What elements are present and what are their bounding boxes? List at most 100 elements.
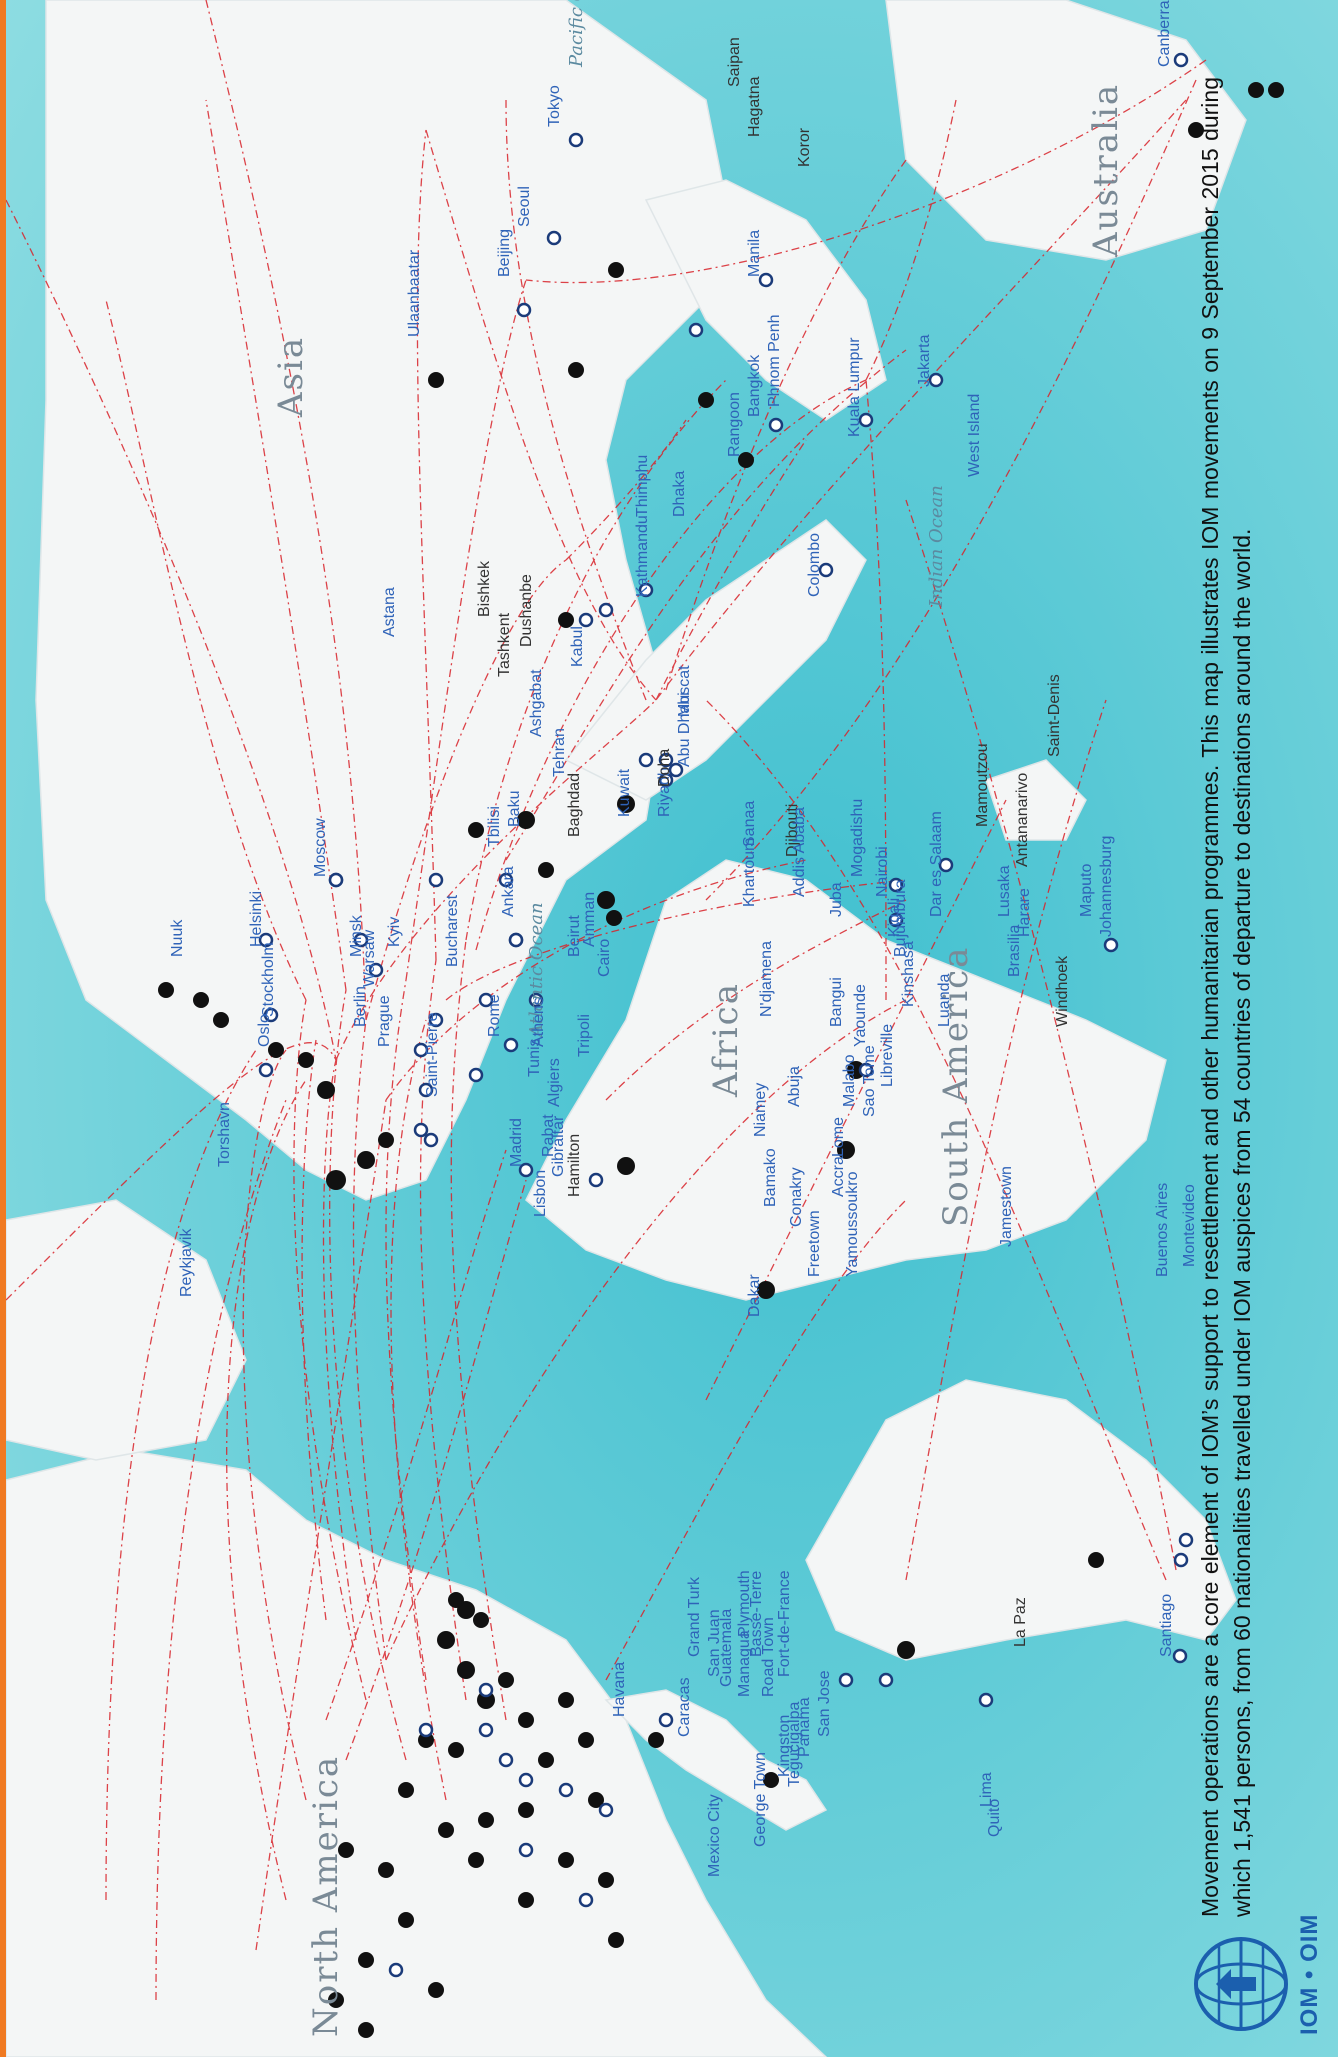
city-label: Hamilton (566, 1133, 583, 1197)
city-label: Tashkent (496, 612, 513, 677)
south-asia-land (564, 519, 867, 801)
city-label: Kuwait (616, 768, 633, 817)
city-label: West Island (966, 393, 983, 477)
city-label: Tegucigalpa (786, 1701, 803, 1787)
city-label: Freetown (806, 1210, 823, 1277)
city-label: Canberra (1156, 0, 1173, 67)
city-label: Kathmandu (634, 515, 651, 597)
map-text-layer: North America South America Africa Asia … (6, 0, 1338, 2057)
city-label: Dar es Salaam (928, 811, 945, 917)
southeast-asia-land (644, 179, 887, 421)
city-label: Lome (830, 1116, 847, 1157)
city-label: Rome (486, 994, 503, 1037)
city-label: Bishkek (476, 560, 493, 617)
city-label: Havana (611, 1661, 628, 1717)
city-label: Johannesburg (1098, 835, 1115, 937)
city-label: Moscow (312, 818, 329, 877)
city-label: Koror (796, 127, 813, 167)
city-label: Grand Turk (686, 1576, 703, 1657)
city-label: Luanda (936, 973, 953, 1027)
city-label: Niamey (752, 1082, 769, 1137)
city-label: Berlin (352, 986, 369, 1027)
city-label: Managua (736, 1630, 753, 1697)
city-label: Jamestown (998, 1166, 1015, 1247)
ocean-label-pacific: Pacific Ocean (566, 0, 587, 67)
city-label: Mexico City (706, 1794, 723, 1877)
city-label: Prague (376, 995, 393, 1047)
city-label: N'djamena (758, 941, 775, 1017)
city-label: Rangoon (726, 392, 743, 457)
city-label: Astana (381, 587, 398, 637)
accent-bar (0, 0, 6, 2057)
city-label: Ulaanbaatar (406, 249, 423, 337)
north-america-land (6, 1449, 828, 2057)
ocean-label-indian: Indian Ocean (926, 485, 947, 607)
world-map: North America South America Africa Asia … (6, 0, 1338, 2057)
city-label: Nairobi (874, 846, 891, 897)
city-label: Baghdad (566, 772, 583, 837)
city-label: Saint-Pierre (424, 1012, 441, 1097)
city-label: Conakry (788, 1167, 805, 1227)
continent-label-north-america: North America (306, 1754, 346, 2037)
map-caption: Movement operations are a core element o… (1197, 77, 1255, 1917)
greenland-land (6, 1199, 247, 1461)
city-label: Saipan (726, 37, 743, 87)
city-label: Ankara (500, 866, 517, 917)
route-lines (6, 0, 1207, 2001)
city-label: Dhaka (671, 470, 688, 517)
city-label: Tehran (551, 728, 568, 777)
iom-logo-text: IOM • OIM (1296, 1913, 1323, 2035)
city-label: Baku (506, 790, 523, 827)
city-label: Sao Tome (861, 1045, 878, 1117)
city-label: Torshavn (216, 1102, 233, 1167)
city-label: George Town (752, 1752, 769, 1847)
city-label: Lusaka (996, 865, 1013, 917)
city-label: Mamoutzou (974, 743, 991, 827)
madagascar-land (985, 759, 1087, 841)
city-label: Brasilia (1006, 924, 1023, 977)
city-label: Thimphu (634, 454, 651, 517)
city-label: Fort-de-France (776, 1570, 793, 1677)
city-label: Manila (746, 229, 763, 277)
city-label: Dakar (746, 1274, 763, 1317)
city-label: Colombo (806, 532, 823, 597)
continent-label-asia: Asia (271, 335, 311, 417)
city-label: Santiago (1158, 1593, 1175, 1657)
city-label: Cairo (596, 938, 613, 977)
city-label: Abu Dhabi (676, 692, 693, 767)
continent-label-australia: Australia (1086, 82, 1126, 257)
destination-dots (158, 82, 1284, 2038)
iom-logo-icon (1194, 1937, 1288, 2031)
city-label: Oslo (256, 1014, 273, 1047)
city-label: Abuja (786, 1066, 803, 1107)
city-label: Helsinki (248, 890, 265, 947)
city-label: Algiers (546, 1058, 563, 1107)
city-label: Mogadishu (849, 798, 866, 877)
city-label: Bucharest (444, 894, 461, 967)
city-label: Yaounde (852, 984, 869, 1047)
city-label: Tripoli (576, 1014, 593, 1057)
city-label: Kyiv (386, 916, 403, 947)
city-label: Caracas (676, 1677, 693, 1737)
departure-points (258, 52, 1194, 1978)
city-label: Beijing (496, 228, 513, 277)
city-label: Bangkok (746, 354, 763, 417)
city-label: Ashgabat (528, 669, 545, 737)
australia-land (885, 0, 1247, 261)
city-label: Bamako (762, 1148, 779, 1207)
city-label: Kabul (569, 626, 586, 667)
city-label: Kuala Lumpur (846, 337, 863, 437)
city-label: La Paz (1012, 1597, 1029, 1647)
city-label: Lisbon (532, 1169, 549, 1217)
landmasses (6, 0, 1247, 2057)
city-label: Juba (828, 882, 845, 917)
city-label: Phnom Penh (766, 314, 783, 407)
south-america-land (805, 1379, 1237, 1661)
city-label: Kinshasa (900, 941, 917, 1007)
city-label: Malabo (841, 1054, 858, 1107)
city-label: Buenos Aires (1154, 1182, 1171, 1277)
city-label: Tokyo (546, 85, 563, 127)
city-label: Khartoum (741, 837, 758, 907)
city-label: Reykjavik (178, 1228, 195, 1297)
city-label: Guatemala (718, 1608, 735, 1687)
